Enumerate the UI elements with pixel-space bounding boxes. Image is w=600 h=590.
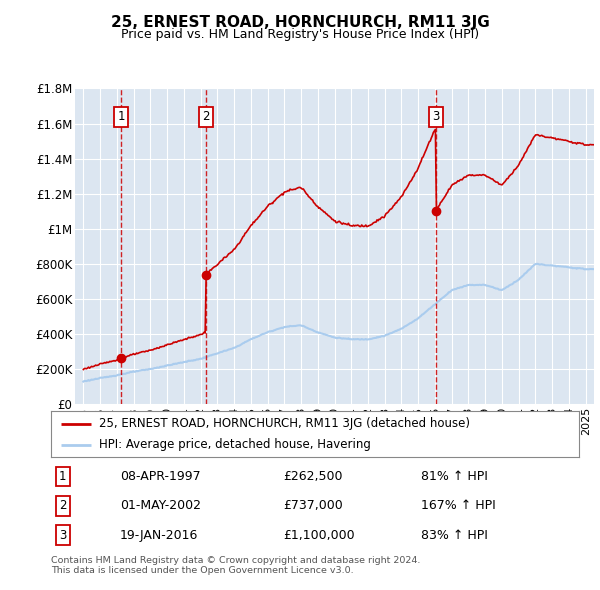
Text: 3: 3 — [432, 110, 439, 123]
Text: HPI: Average price, detached house, Havering: HPI: Average price, detached house, Have… — [98, 438, 370, 451]
Text: 1: 1 — [59, 470, 67, 483]
Text: 2: 2 — [59, 499, 67, 513]
Text: 81% ↑ HPI: 81% ↑ HPI — [421, 470, 487, 483]
Text: Price paid vs. HM Land Registry's House Price Index (HPI): Price paid vs. HM Land Registry's House … — [121, 28, 479, 41]
Text: £262,500: £262,500 — [283, 470, 343, 483]
Text: 167% ↑ HPI: 167% ↑ HPI — [421, 499, 496, 513]
Text: 2: 2 — [202, 110, 210, 123]
Text: 08-APR-1997: 08-APR-1997 — [119, 470, 200, 483]
Text: £1,100,000: £1,100,000 — [283, 529, 355, 542]
Text: 19-JAN-2016: 19-JAN-2016 — [119, 529, 198, 542]
Text: 1: 1 — [118, 110, 125, 123]
Text: This data is licensed under the Open Government Licence v3.0.: This data is licensed under the Open Gov… — [51, 566, 353, 575]
Text: 83% ↑ HPI: 83% ↑ HPI — [421, 529, 487, 542]
Text: 01-MAY-2002: 01-MAY-2002 — [119, 499, 200, 513]
Text: Contains HM Land Registry data © Crown copyright and database right 2024.: Contains HM Land Registry data © Crown c… — [51, 556, 421, 565]
Text: 25, ERNEST ROAD, HORNCHURCH, RM11 3JG (detached house): 25, ERNEST ROAD, HORNCHURCH, RM11 3JG (d… — [98, 417, 470, 430]
Text: £737,000: £737,000 — [283, 499, 343, 513]
Text: 3: 3 — [59, 529, 67, 542]
Text: 25, ERNEST ROAD, HORNCHURCH, RM11 3JG: 25, ERNEST ROAD, HORNCHURCH, RM11 3JG — [110, 15, 490, 30]
